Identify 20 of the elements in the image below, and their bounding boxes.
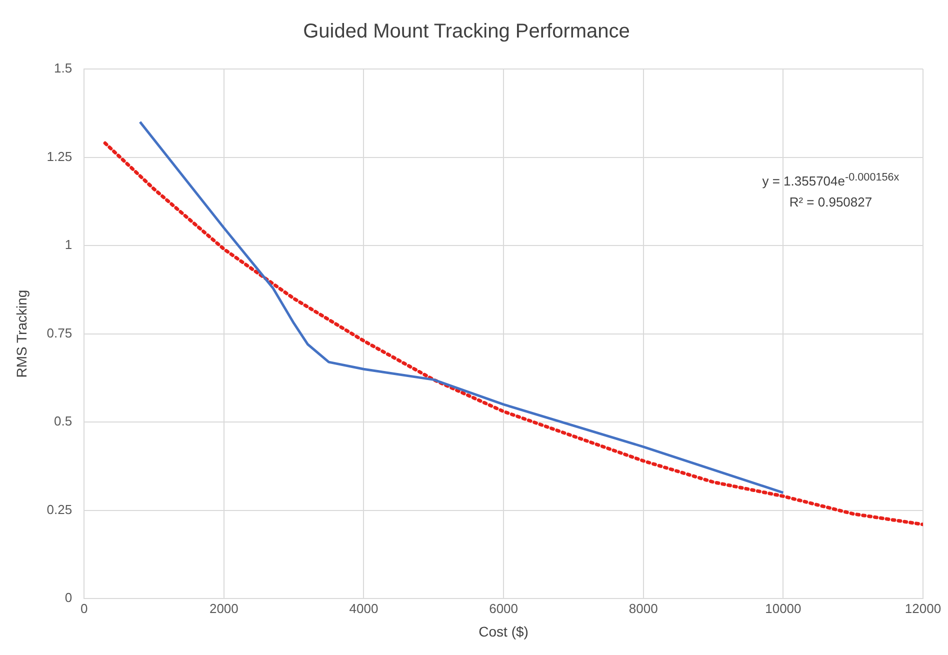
chart-title: Guided Mount Tracking Performance — [303, 20, 630, 43]
annotation: y = 1.355704e$^{-0.000156x}$ — [762, 172, 900, 189]
x-tick-label: 4000 — [349, 600, 378, 616]
y-axis-title: RMS Tracking — [13, 290, 30, 378]
annotation: R² = 0.950827 — [789, 194, 872, 210]
line-series — [103, 141, 923, 526]
y-tick-label: 1 — [64, 237, 72, 252]
y-tick-label: 0.25 — [46, 502, 72, 517]
y-tick-label: 0.5 — [54, 414, 72, 429]
y-tick-label: 0.75 — [46, 325, 72, 340]
x-axis-title: Cost ($) — [478, 623, 528, 640]
x-tick-label: 8000 — [628, 600, 658, 616]
y-tick-label: 1.5 — [54, 60, 72, 76]
y-tick-label: 1.25 — [46, 148, 72, 164]
x-tick-label: 10000 — [765, 600, 802, 616]
x-tick-label: 2000 — [209, 600, 238, 616]
x-tick-label: 6000 — [489, 600, 518, 616]
x-tick-label: 0 — [80, 600, 88, 616]
y-tick-label: 0 — [64, 590, 72, 606]
x-tick-label: 12000 — [904, 600, 942, 616]
